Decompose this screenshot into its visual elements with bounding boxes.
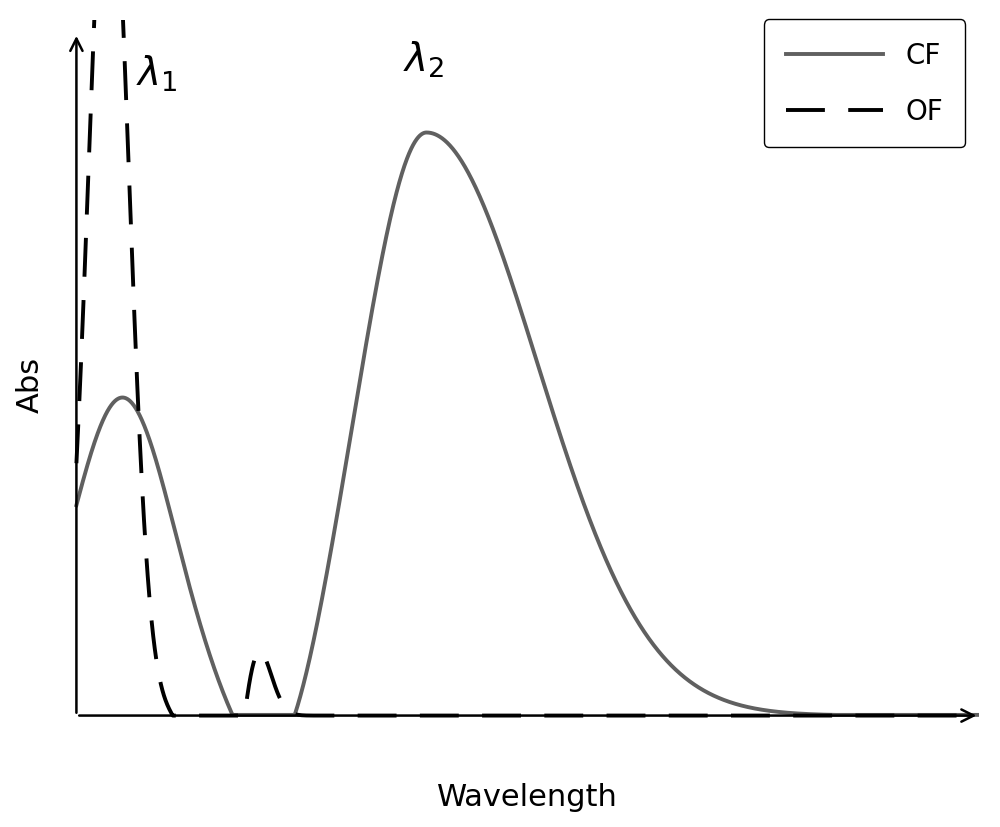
- Text: Abs: Abs: [16, 356, 45, 413]
- Text: $\lambda_2$: $\lambda_2$: [403, 41, 445, 80]
- Text: $\lambda_1$: $\lambda_1$: [136, 54, 178, 94]
- Legend: CF, OF: CF, OF: [764, 20, 965, 148]
- Text: Wavelength: Wavelength: [437, 782, 618, 810]
